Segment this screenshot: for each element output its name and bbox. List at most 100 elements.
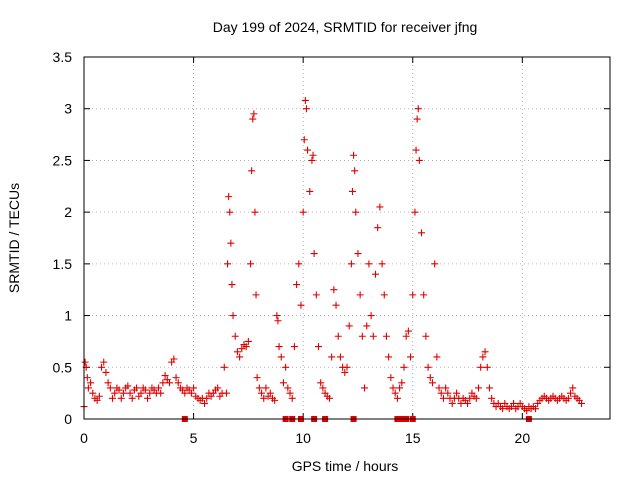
data-point-marker: [385, 353, 393, 361]
data-point-marker: [448, 399, 456, 407]
data-point-marker: [428, 379, 436, 387]
data-point-marker: [308, 156, 316, 164]
data-point-marker: [400, 363, 408, 371]
data-point-marker: [81, 358, 89, 366]
chart-title: Day 199 of 2024, SRMTID for receiver jfn…: [213, 19, 478, 35]
data-point-marker: [431, 260, 439, 268]
data-point-marker: [418, 229, 426, 237]
data-point-marker: [398, 379, 406, 387]
data-point-marker: [411, 208, 419, 216]
data-point-marker: [365, 260, 373, 268]
data-point-marker: [407, 353, 415, 361]
data-point-marker: [309, 151, 317, 159]
data-point-marker: [255, 384, 263, 392]
data-point-marker: [159, 379, 167, 387]
data-point-marker: [437, 389, 445, 397]
x-tick-label: 15: [405, 430, 421, 446]
data-point-marker: [354, 250, 362, 258]
data-point-marker: [273, 312, 281, 320]
data-point-marker: [424, 363, 432, 371]
data-point-marker: [374, 224, 382, 232]
data-point-marker: [128, 394, 136, 402]
data-point-marker: [475, 384, 482, 392]
y-tick-label: 0: [64, 411, 72, 427]
data-point-marker: [466, 394, 474, 402]
data-point-marker: [325, 394, 333, 402]
data-point-marker: [347, 260, 355, 268]
data-point-marker: [250, 110, 258, 118]
data-point-marker: [315, 343, 323, 351]
data-point-marker: [181, 389, 189, 397]
data-point-marker: [442, 384, 450, 392]
data-point-marker: [464, 399, 472, 407]
data-point-marker: [297, 301, 305, 309]
data-point-marker: [238, 345, 246, 353]
data-point-marker: [225, 193, 233, 201]
data-markers: [80, 96, 586, 422]
data-point-marker: [231, 332, 239, 340]
data-point-marker: [402, 332, 410, 340]
data-point-marker: [133, 384, 141, 392]
data-point-marker: [119, 389, 127, 397]
data-point-marker: [426, 374, 434, 382]
data-point-marker: [144, 394, 152, 402]
x-tick-label: 0: [80, 430, 88, 446]
data-point-marker: [569, 384, 577, 392]
data-point-marker: [137, 389, 145, 397]
data-point-marker: [290, 343, 298, 351]
data-point-marker: [224, 260, 232, 268]
data-point-marker: [247, 260, 255, 268]
data-point-marker: [304, 146, 312, 154]
x-tick-label: 5: [190, 430, 198, 446]
data-point-marker: [567, 389, 575, 397]
data-point-marker: [233, 348, 241, 356]
data-point-marker: [343, 363, 351, 371]
data-point-marker: [413, 115, 421, 123]
axis-ticks: 0 5 10 15 20 0 0.5 1 1.5 2 2.5 3 3.5: [53, 49, 610, 446]
data-point-marker: [274, 317, 282, 325]
data-point-marker: [488, 394, 496, 402]
data-point-marker: [222, 389, 230, 397]
data-point-marker: [363, 322, 371, 330]
data-point-marker: [415, 156, 423, 164]
data-point-marker: [117, 394, 125, 402]
data-point-marker: [258, 389, 266, 397]
data-point-marker: [439, 394, 447, 402]
data-point-marker: [391, 389, 399, 397]
data-point-marker: [111, 389, 119, 397]
data-point-marker: [229, 312, 237, 320]
y-tick-label: 0.5: [53, 359, 73, 375]
data-point-marker: [282, 363, 290, 371]
data-point-marker: [393, 394, 401, 402]
data-point-marker: [578, 399, 586, 407]
data-point-marker: [98, 363, 106, 371]
data-point-marker: [387, 374, 395, 382]
data-point-marker: [348, 187, 356, 195]
data-point-marker: [531, 405, 539, 413]
data-point-marker: [367, 312, 375, 320]
data-point-marker: [477, 363, 485, 371]
data-point-marker: [252, 291, 260, 299]
data-point-marker: [317, 379, 325, 387]
data-point-marker: [371, 270, 379, 278]
y-tick-label: 2.5: [53, 152, 73, 168]
data-point-marker: [248, 167, 256, 175]
data-point-marker: [260, 394, 268, 402]
data-point-marker: [483, 363, 491, 371]
data-point-marker: [302, 105, 310, 113]
data-point-marker: [306, 187, 314, 195]
data-point-marker: [253, 374, 261, 382]
data-point-marker: [435, 384, 443, 392]
data-point-marker: [141, 386, 149, 394]
data-point-marker: [341, 368, 349, 376]
data-point-marker: [227, 239, 235, 247]
x-tick-label: 20: [515, 430, 531, 446]
data-point-marker: [288, 394, 296, 402]
data-point-marker: [319, 384, 327, 392]
data-point-marker: [203, 394, 211, 402]
data-point-marker: [244, 337, 252, 345]
data-point-marker: [266, 389, 274, 397]
data-point-marker: [93, 396, 101, 404]
